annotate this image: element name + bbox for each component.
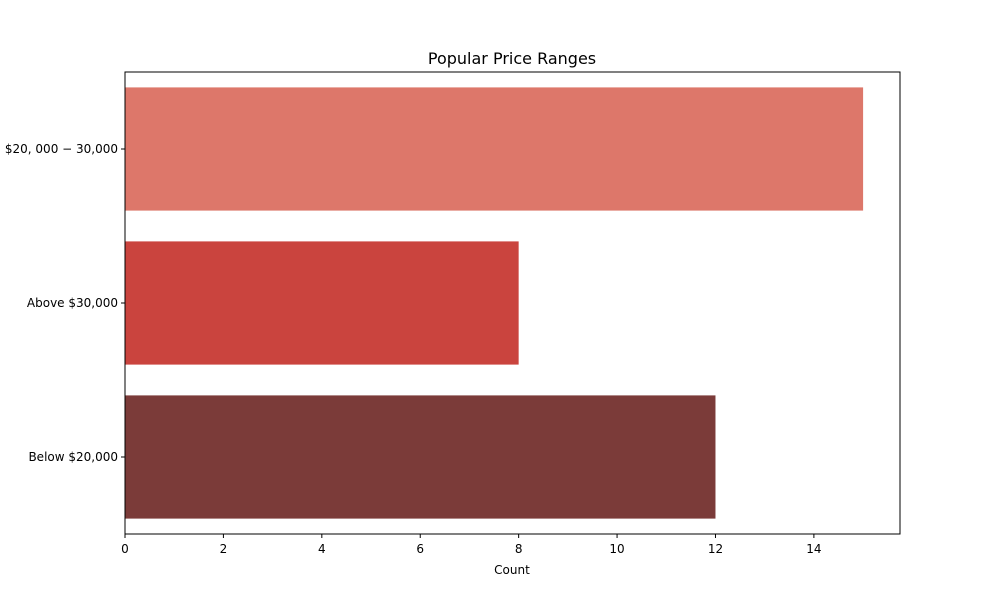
x-tick-label: 10	[609, 542, 624, 556]
x-tick-label: 14	[806, 542, 821, 556]
x-tick-label: 2	[220, 542, 228, 556]
x-tick-label: 8	[515, 542, 523, 556]
x-tick-label: 4	[318, 542, 326, 556]
x-axis-label: Count	[494, 563, 530, 577]
x-tick-label: 12	[708, 542, 723, 556]
x-ticks: 0 2 4 6 8 10 12 14	[121, 534, 822, 556]
bar-2	[125, 241, 519, 365]
bars-layer	[125, 87, 864, 519]
bar-1	[125, 87, 864, 211]
x-tick-label: 0	[121, 542, 129, 556]
y-ticks: $20, 000 − 30,000 Above $30,000 Below $20,…	[5, 142, 125, 464]
y-tick-label: $20, 000 − 30,000	[5, 142, 118, 156]
bar-3	[125, 395, 716, 519]
chart-title: Popular Price Ranges	[428, 49, 596, 68]
x-tick-label: 6	[416, 542, 424, 556]
y-tick-label: Below $20,000	[28, 450, 118, 464]
plot-frame	[124, 71, 901, 535]
y-tick-label: Above $30,000	[27, 296, 118, 310]
